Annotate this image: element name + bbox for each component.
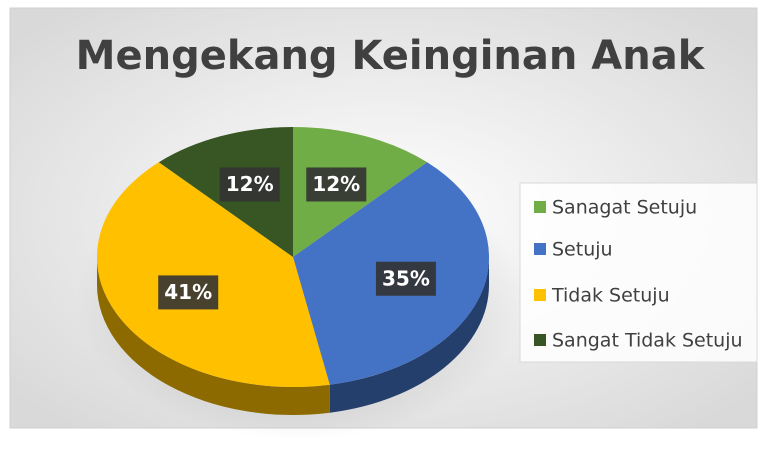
legend-swatch xyxy=(534,201,546,213)
data-label-box xyxy=(306,167,367,202)
legend-label: Sangat Tidak Setuju xyxy=(552,330,743,352)
pie-side xyxy=(329,257,489,413)
legend-box xyxy=(519,182,758,363)
legend-label: Sanagat Setuju xyxy=(552,197,697,219)
legend-swatch xyxy=(534,289,546,301)
legend-label: Tidak Setuju xyxy=(551,285,670,307)
pie-slice xyxy=(97,162,330,387)
legend-label: Setuju xyxy=(552,239,613,261)
legend-swatch xyxy=(534,334,546,346)
data-label-box xyxy=(219,167,280,202)
chart-title: Mengekang Keinginan Anak xyxy=(76,33,706,79)
data-label-box xyxy=(375,261,436,296)
data-label: 12% xyxy=(226,172,274,196)
data-label-box xyxy=(158,275,219,310)
pie-side xyxy=(97,257,330,416)
data-label: 41% xyxy=(164,280,212,304)
legend-swatch xyxy=(534,243,546,255)
data-label: 12% xyxy=(312,172,360,196)
data-label: 35% xyxy=(382,266,430,290)
